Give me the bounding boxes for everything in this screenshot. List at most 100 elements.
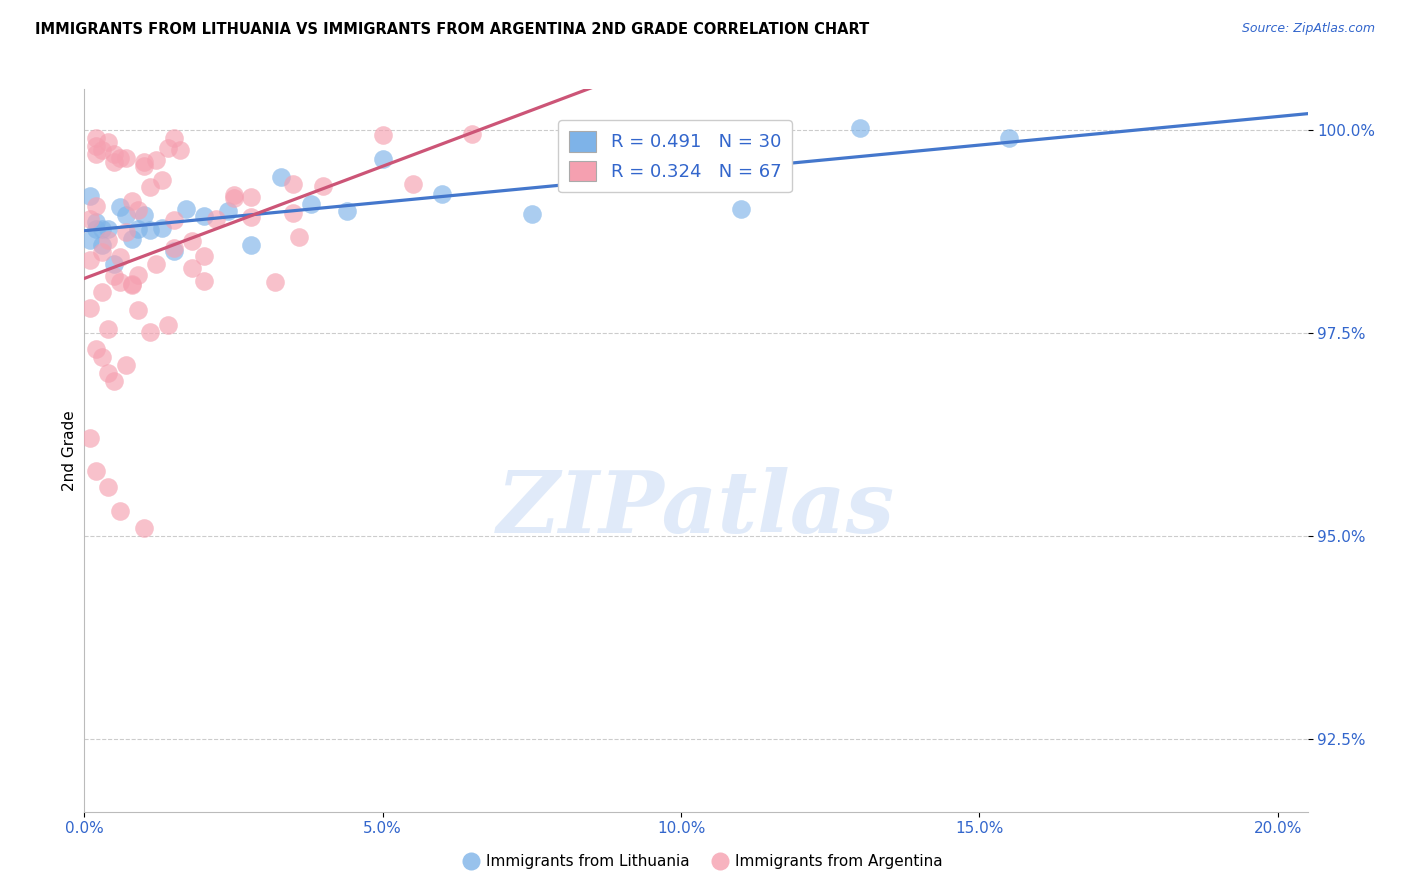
Point <box>139 222 162 236</box>
Point <box>103 375 125 389</box>
Point <box>139 179 162 194</box>
Point <box>150 173 173 187</box>
Point <box>84 215 107 229</box>
Point <box>283 206 305 220</box>
Point <box>998 131 1021 145</box>
Point <box>121 277 143 292</box>
Point <box>108 250 131 264</box>
Point <box>174 202 197 217</box>
Point <box>240 190 263 204</box>
Point <box>84 464 107 478</box>
Point <box>127 222 149 236</box>
Point <box>240 210 263 224</box>
Point <box>91 244 114 259</box>
Point <box>97 367 120 381</box>
Point <box>163 244 186 259</box>
Point <box>97 221 120 235</box>
Point <box>84 222 107 236</box>
Point <box>156 141 179 155</box>
Point <box>163 213 186 227</box>
Point <box>132 159 155 173</box>
Point <box>180 260 202 275</box>
Point <box>371 128 394 142</box>
Point <box>127 302 149 317</box>
Point <box>97 135 120 149</box>
Legend: Immigrants from Lithuania, Immigrants from Argentina: Immigrants from Lithuania, Immigrants fr… <box>457 848 949 875</box>
Point <box>336 204 359 219</box>
Point <box>139 326 162 340</box>
Point <box>401 177 423 191</box>
Point <box>204 211 226 226</box>
Point <box>127 203 149 218</box>
Point <box>132 155 155 169</box>
Point <box>193 209 215 223</box>
Point <box>163 131 186 145</box>
Point <box>264 275 287 289</box>
Point <box>121 194 143 208</box>
Point <box>79 189 101 203</box>
Y-axis label: 2nd Grade: 2nd Grade <box>62 410 77 491</box>
Point <box>461 127 484 141</box>
Point <box>156 318 179 332</box>
Point <box>222 191 245 205</box>
Point <box>79 212 101 227</box>
Point <box>84 147 107 161</box>
Point <box>288 229 311 244</box>
Point <box>97 480 120 494</box>
Point <box>115 151 138 165</box>
Point <box>145 153 167 168</box>
Point <box>91 350 114 364</box>
Point <box>79 252 101 267</box>
Point <box>163 241 186 255</box>
Point <box>283 177 305 191</box>
Legend: R = 0.491   N = 30, R = 0.324   N = 67: R = 0.491 N = 30, R = 0.324 N = 67 <box>558 120 792 193</box>
Text: IMMIGRANTS FROM LITHUANIA VS IMMIGRANTS FROM ARGENTINA 2ND GRADE CORRELATION CHA: IMMIGRANTS FROM LITHUANIA VS IMMIGRANTS … <box>35 22 869 37</box>
Point <box>193 248 215 262</box>
Point <box>371 152 394 166</box>
Point <box>180 234 202 248</box>
Point <box>127 268 149 282</box>
Point <box>91 238 114 252</box>
Point <box>108 504 131 518</box>
Point <box>103 147 125 161</box>
Point <box>270 169 292 184</box>
Text: ZIPatlas: ZIPatlas <box>496 467 896 550</box>
Point <box>217 203 239 218</box>
Point <box>91 222 114 236</box>
Point <box>132 208 155 222</box>
Point <box>115 225 138 239</box>
Point <box>193 274 215 288</box>
Point <box>84 342 107 356</box>
Point <box>432 187 454 202</box>
Point <box>115 358 138 372</box>
Point <box>520 206 543 220</box>
Point <box>145 257 167 271</box>
Point <box>79 431 101 445</box>
Point <box>222 188 245 202</box>
Point <box>84 139 107 153</box>
Point <box>84 199 107 213</box>
Point <box>84 131 107 145</box>
Point <box>91 285 114 300</box>
Point <box>240 237 263 252</box>
Point <box>121 277 143 291</box>
Point <box>79 301 101 316</box>
Point <box>103 155 125 169</box>
Point <box>108 152 131 166</box>
Point <box>132 520 155 534</box>
Point <box>108 200 131 214</box>
Point <box>103 268 125 283</box>
Point <box>169 143 191 157</box>
Point <box>103 257 125 271</box>
Text: Source: ZipAtlas.com: Source: ZipAtlas.com <box>1241 22 1375 36</box>
Point <box>730 202 752 216</box>
Point <box>115 208 138 222</box>
Point <box>150 221 173 235</box>
Point <box>97 233 120 247</box>
Point <box>97 322 120 336</box>
Point <box>610 176 633 190</box>
Point <box>121 232 143 246</box>
Point <box>299 197 322 211</box>
Point <box>91 143 114 157</box>
Point <box>312 179 335 194</box>
